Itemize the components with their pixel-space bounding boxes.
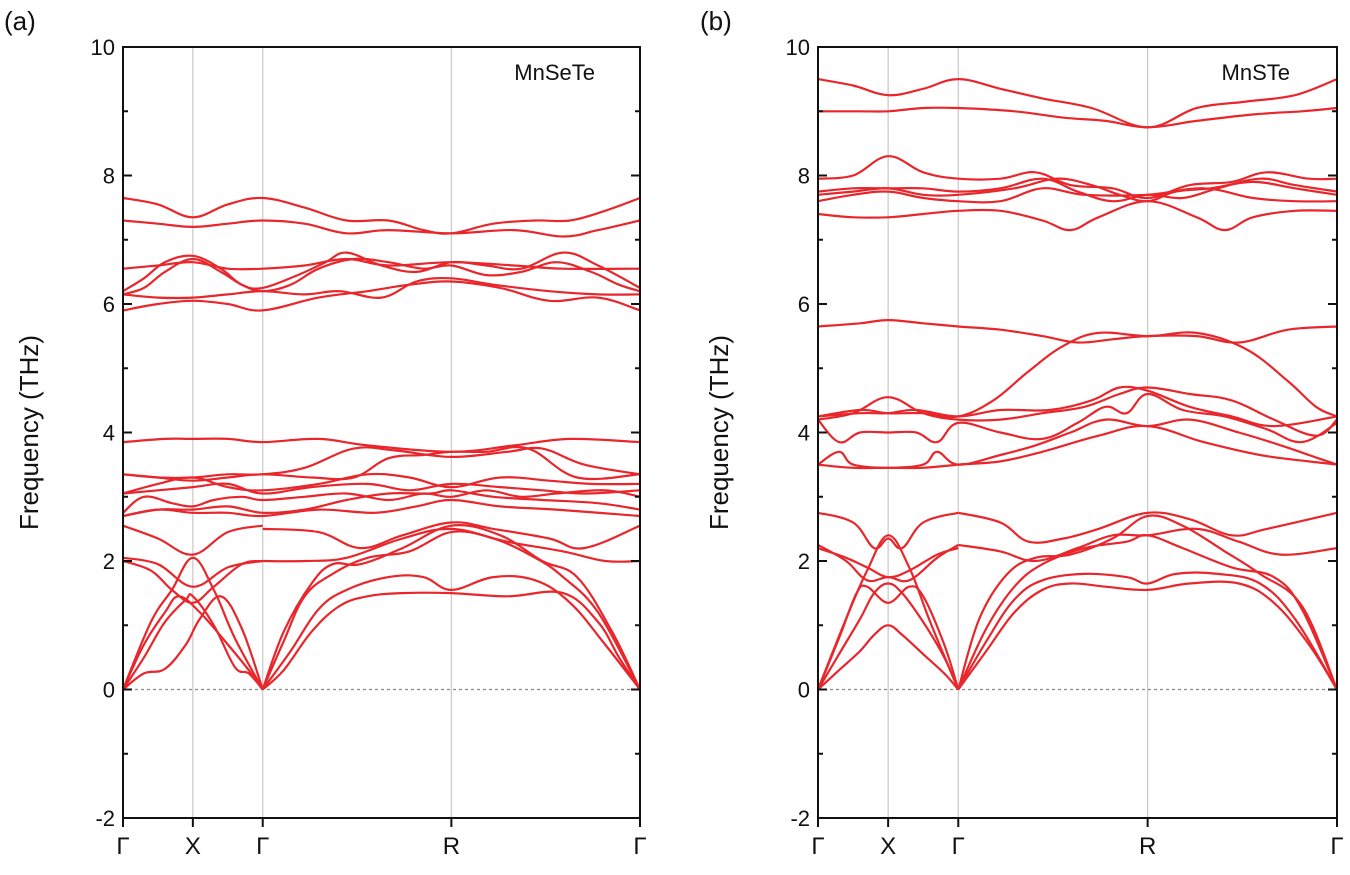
phonon-band-1 xyxy=(122,592,264,691)
phonon-band-18 xyxy=(122,445,641,482)
phonon-band-7 xyxy=(261,590,641,691)
phonon-band-1 xyxy=(817,582,960,691)
phonon-band-18 xyxy=(817,331,1338,419)
x-symmetry-label: Γ xyxy=(811,833,824,860)
y-tick-label: 4 xyxy=(798,421,810,446)
phonon-band-3 xyxy=(816,534,960,690)
phonon-band-9 xyxy=(261,530,641,691)
x-symmetry-label: Γ xyxy=(1330,833,1343,860)
phonon-band-12 xyxy=(958,511,1338,544)
y-tick-label: 10 xyxy=(91,35,115,60)
phonon-band-10 xyxy=(261,524,641,690)
phonon-band-21 xyxy=(122,280,641,312)
x-symmetry-label: R xyxy=(1139,833,1156,860)
phonon-band-7 xyxy=(957,580,1338,691)
phonon-band-23 xyxy=(817,177,1338,203)
panel-b: -2 0 2 4 6 8 10 Γ X Γ R Γ Frequency (THz) (b) MnSTe xyxy=(700,6,1344,860)
phonon-band-19 xyxy=(817,319,1338,344)
material-label: MnSTe xyxy=(1222,60,1290,85)
phonon-band-6 xyxy=(122,524,263,556)
plot-frame xyxy=(122,46,641,819)
phonon-band-16 xyxy=(817,386,1338,437)
y-tick-label: 2 xyxy=(103,549,115,574)
phonon-band-10 xyxy=(957,514,1339,690)
phonon-band-12 xyxy=(262,521,641,550)
y-tick-label: -2 xyxy=(790,806,810,831)
phonon-band-14 xyxy=(817,418,1338,469)
panel-label: (a) xyxy=(4,6,36,36)
phonon-band-21 xyxy=(817,187,1338,204)
y-tick-label: 8 xyxy=(103,164,115,189)
phonon-band-5 xyxy=(817,547,959,579)
phonon-band-17 xyxy=(817,385,1338,428)
phonon-band-5 xyxy=(122,556,263,588)
y-tick-label: 0 xyxy=(103,678,115,703)
x-symmetry-label: Γ xyxy=(256,833,269,860)
y-tick-label: 4 xyxy=(103,421,115,446)
phonon-band-26 xyxy=(122,219,641,238)
y-tick-label: 8 xyxy=(798,164,810,189)
phonon-band-6 xyxy=(817,511,959,550)
phonon-band-8 xyxy=(957,571,1338,691)
x-symmetry-label: R xyxy=(443,833,460,860)
phonon-band-25 xyxy=(122,257,641,271)
phonon-band-26 xyxy=(817,78,1338,129)
phonon-band-15 xyxy=(817,392,1338,444)
y-tick-label: 0 xyxy=(798,678,810,703)
phonon-band-19 xyxy=(122,446,641,480)
phonon-band-22 xyxy=(122,276,641,300)
phonon-band-3 xyxy=(121,556,264,691)
phonon-band-9 xyxy=(957,534,1339,690)
panel-label: (b) xyxy=(700,6,732,36)
phonon-band-11 xyxy=(958,527,1338,563)
phonon-band-11 xyxy=(262,527,641,563)
y-tick-label: 6 xyxy=(798,292,810,317)
y-tick-label: 10 xyxy=(786,35,810,60)
phonon-band-0 xyxy=(817,624,960,691)
y-tick-label: -2 xyxy=(95,806,115,831)
phonon-band-27 xyxy=(122,196,641,235)
phonon-band-8 xyxy=(261,574,641,691)
x-symmetry-label: Γ xyxy=(116,833,129,860)
y-axis-title: Frequency (THz) xyxy=(704,335,734,530)
x-symmetry-label: Γ xyxy=(952,833,965,860)
phonon-band-20 xyxy=(122,437,641,453)
panel-a: -2 0 2 4 6 8 10 Γ X Γ R Γ Frequency (THz) (a) MnSeTe xyxy=(4,6,647,860)
phonon-band-20 xyxy=(817,200,1338,232)
phonon-band-15 xyxy=(122,489,641,514)
phonon-band-16 xyxy=(122,482,641,495)
y-tick-label: 6 xyxy=(103,292,115,317)
y-tick-label: 2 xyxy=(798,549,810,574)
material-label: MnSeTe xyxy=(514,60,595,85)
phonon-band-24 xyxy=(122,251,641,293)
phonon-band-25 xyxy=(818,106,1338,129)
phonon-band-13 xyxy=(122,498,641,518)
phonon-band-24 xyxy=(817,155,1338,200)
phonon-band-0 xyxy=(122,595,264,691)
x-symmetry-label: X xyxy=(185,833,201,860)
x-symmetry-label: Γ xyxy=(633,833,646,860)
y-axis-title: Frequency (THz) xyxy=(14,335,44,530)
x-symmetry-label: X xyxy=(880,833,896,860)
